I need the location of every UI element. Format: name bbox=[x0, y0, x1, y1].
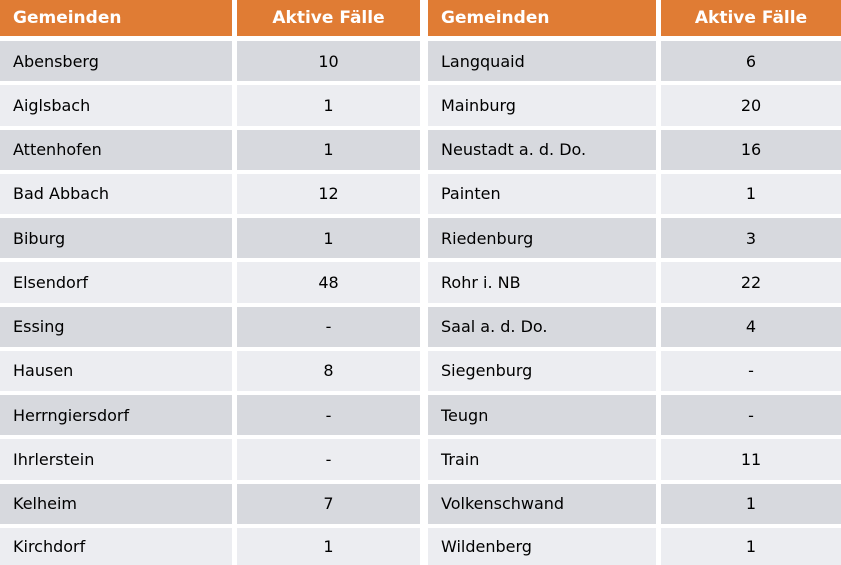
table-row: Kelheim 7 Volkenschwand 1 bbox=[0, 483, 841, 528]
municipality-cell: Saal a. d. Do. bbox=[428, 306, 661, 351]
cases-cell: - bbox=[661, 350, 841, 395]
table-row: Elsendorf 48 Rohr i. NB 22 bbox=[0, 262, 841, 307]
municipality-cell: Kirchdorf bbox=[0, 527, 237, 565]
table-row: Aiglsbach 1 Mainburg 20 bbox=[0, 85, 841, 130]
municipality-cell: Aiglsbach bbox=[0, 85, 237, 130]
cases-cell: 20 bbox=[661, 85, 841, 130]
table-row: Abensberg 10 Langquaid 6 bbox=[0, 41, 841, 86]
municipality-cell: Abensberg bbox=[0, 41, 237, 86]
cases-cell: 1 bbox=[237, 85, 428, 130]
cases-cell: 10 bbox=[237, 41, 428, 86]
cases-cell: 1 bbox=[661, 483, 841, 528]
table-row: Kirchdorf 1 Wildenberg 1 bbox=[0, 527, 841, 565]
table-row: Hausen 8 Siegenburg - bbox=[0, 350, 841, 395]
municipality-cell: Neustadt a. d. Do. bbox=[428, 129, 661, 174]
cases-cell: 48 bbox=[237, 262, 428, 307]
cases-cell: 16 bbox=[661, 129, 841, 174]
cases-cell: 1 bbox=[661, 173, 841, 218]
municipality-cell: Mainburg bbox=[428, 85, 661, 130]
cases-cell: 11 bbox=[661, 439, 841, 484]
cases-cell: 7 bbox=[237, 483, 428, 528]
municipality-cell: Wildenberg bbox=[428, 527, 661, 565]
municipality-cell: Siegenburg bbox=[428, 350, 661, 395]
municipality-cell: Elsendorf bbox=[0, 262, 237, 307]
header-aktive-faelle-left: Aktive Fälle bbox=[237, 0, 428, 41]
municipality-cell: Ihrlerstein bbox=[0, 439, 237, 484]
table-row: Bad Abbach 12 Painten 1 bbox=[0, 173, 841, 218]
municipality-cell: Kelheim bbox=[0, 483, 237, 528]
municipality-cell: Essing bbox=[0, 306, 237, 351]
cases-cell: 22 bbox=[661, 262, 841, 307]
municipality-cell: Hausen bbox=[0, 350, 237, 395]
table-row: Essing - Saal a. d. Do. 4 bbox=[0, 306, 841, 351]
cases-cell: 1 bbox=[237, 527, 428, 565]
municipality-cell: Volkenschwand bbox=[428, 483, 661, 528]
municipality-cell: Teugn bbox=[428, 395, 661, 440]
municipality-cell: Rohr i. NB bbox=[428, 262, 661, 307]
table-row: Attenhofen 1 Neustadt a. d. Do. 16 bbox=[0, 129, 841, 174]
cases-cell: 3 bbox=[661, 218, 841, 263]
cases-cell: - bbox=[237, 439, 428, 484]
municipality-cell: Attenhofen bbox=[0, 129, 237, 174]
cases-cell: - bbox=[237, 395, 428, 440]
cases-cell: 1 bbox=[237, 129, 428, 174]
municipality-cell: Riedenburg bbox=[428, 218, 661, 263]
table-body: Abensberg 10 Langquaid 6 Aiglsbach 1 Mai… bbox=[0, 41, 841, 565]
header-row: Gemeinden Aktive Fälle Gemeinden Aktive … bbox=[0, 0, 841, 41]
header-gemeinden-right: Gemeinden bbox=[428, 0, 661, 41]
cases-cell: 1 bbox=[237, 218, 428, 263]
cases-cell: 12 bbox=[237, 173, 428, 218]
header-gemeinden-left: Gemeinden bbox=[0, 0, 237, 41]
header-aktive-faelle-right: Aktive Fälle bbox=[661, 0, 841, 41]
table-row: Ihrlerstein - Train 11 bbox=[0, 439, 841, 484]
municipality-cell: Train bbox=[428, 439, 661, 484]
table-row: Herrngiersdorf - Teugn - bbox=[0, 395, 841, 440]
municipality-cell: Painten bbox=[428, 173, 661, 218]
cases-cell: 1 bbox=[661, 527, 841, 565]
cases-cell: 4 bbox=[661, 306, 841, 351]
cases-cell: 8 bbox=[237, 350, 428, 395]
cases-cell: 6 bbox=[661, 41, 841, 86]
municipality-cell: Biburg bbox=[0, 218, 237, 263]
table-header: Gemeinden Aktive Fälle Gemeinden Aktive … bbox=[0, 0, 841, 41]
table-row: Biburg 1 Riedenburg 3 bbox=[0, 218, 841, 263]
municipality-cell: Langquaid bbox=[428, 41, 661, 86]
cases-cell: - bbox=[661, 395, 841, 440]
municipality-cell: Bad Abbach bbox=[0, 173, 237, 218]
cases-cell: - bbox=[237, 306, 428, 351]
municipality-cell: Herrngiersdorf bbox=[0, 395, 237, 440]
